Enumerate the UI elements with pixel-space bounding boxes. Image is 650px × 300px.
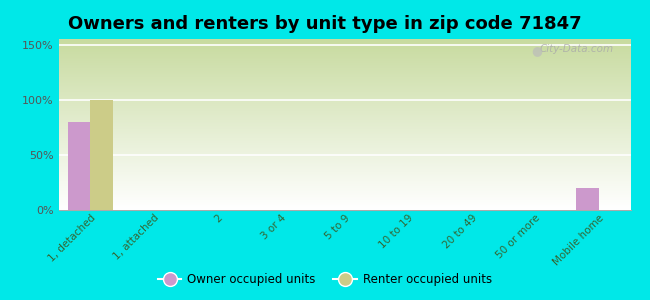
Text: Owners and renters by unit type in zip code 71847: Owners and renters by unit type in zip c…	[68, 15, 582, 33]
Text: ●: ●	[531, 44, 542, 57]
Legend: Owner occupied units, Renter occupied units: Owner occupied units, Renter occupied un…	[153, 269, 497, 291]
Text: City-Data.com: City-Data.com	[540, 44, 614, 54]
Bar	[68, 122, 90, 210]
Bar	[577, 188, 599, 210]
Bar	[90, 100, 112, 210]
